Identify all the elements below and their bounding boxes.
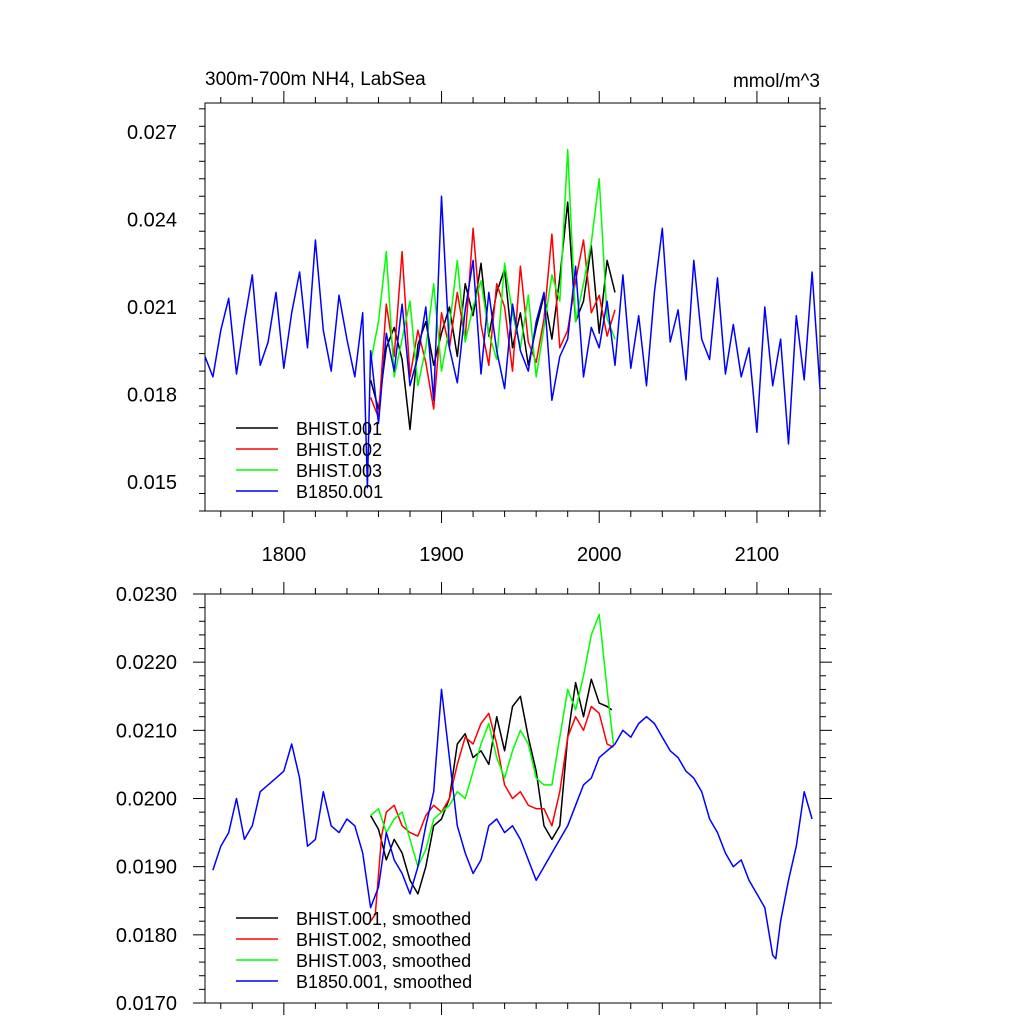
- chart1-plot-frame: [204, 102, 821, 512]
- chart1-x-tick-label: 2100: [735, 544, 780, 566]
- chart1-x-tick-label: 1900: [419, 544, 464, 566]
- chart2-series-line-2: [369, 705, 614, 922]
- chart2-series-line-4: [212, 688, 813, 960]
- chart2-series-line-3: [370, 613, 615, 868]
- chart2-legend-label: B1850.001, smoothed: [296, 972, 472, 992]
- chart2-series-line-1: [369, 678, 613, 895]
- top-chart-units: mmol/m^3: [733, 71, 820, 92]
- chart2-y-tick-label: 0.0210: [116, 720, 177, 742]
- chart1-y-tick-label: 0.027: [127, 122, 177, 144]
- bottom-chart-panel: 0.0170 0.0180 0.0190 0.0200 0.0210 0.0220 0.02…: [116, 582, 832, 1015]
- chart1-y-tick-label: 0.021: [127, 297, 177, 319]
- top-chart-panel: 300m-700m NH4, LabSea mmol/m^3 1800 1900 2…: [127, 69, 826, 566]
- top-chart-title: 300m-700m NH4, LabSea: [205, 69, 426, 90]
- chart1-x-tick-label: 1800: [262, 544, 307, 566]
- chart1-legend-label: BHIST.001: [296, 419, 382, 439]
- chart2-y-tick-label: 0.0180: [116, 925, 177, 947]
- chart2-legend-label: BHIST.003, smoothed: [296, 951, 471, 971]
- chart2-y-tick-label: 0.0190: [116, 857, 177, 879]
- chart1-series-line-4: [204, 195, 821, 489]
- chart2-legend-label: BHIST.001, smoothed: [296, 909, 471, 929]
- chart1-legend-label: BHIST.002: [296, 440, 382, 460]
- chart1-legend-label: BHIST.003: [296, 461, 382, 481]
- chart2-y-tick-label: 0.0230: [116, 584, 177, 606]
- chart1-series-line-3: [369, 148, 616, 387]
- chart1-legend-label: B1850.001: [296, 482, 383, 502]
- chart1-y-tick-label: 0.018: [127, 384, 177, 406]
- chart1-y-tick-label: 0.024: [127, 210, 177, 232]
- chart1-x-tick-label: 2000: [577, 544, 622, 566]
- chart2-y-tick-label: 0.0220: [116, 652, 177, 674]
- chart1-y-tick-label: 0.015: [127, 472, 177, 494]
- chart2-y-tick-label: 0.0200: [116, 789, 177, 811]
- chart2-y-tick-label: 0.0170: [116, 993, 177, 1015]
- chart2-legend-label: BHIST.002, smoothed: [296, 930, 471, 950]
